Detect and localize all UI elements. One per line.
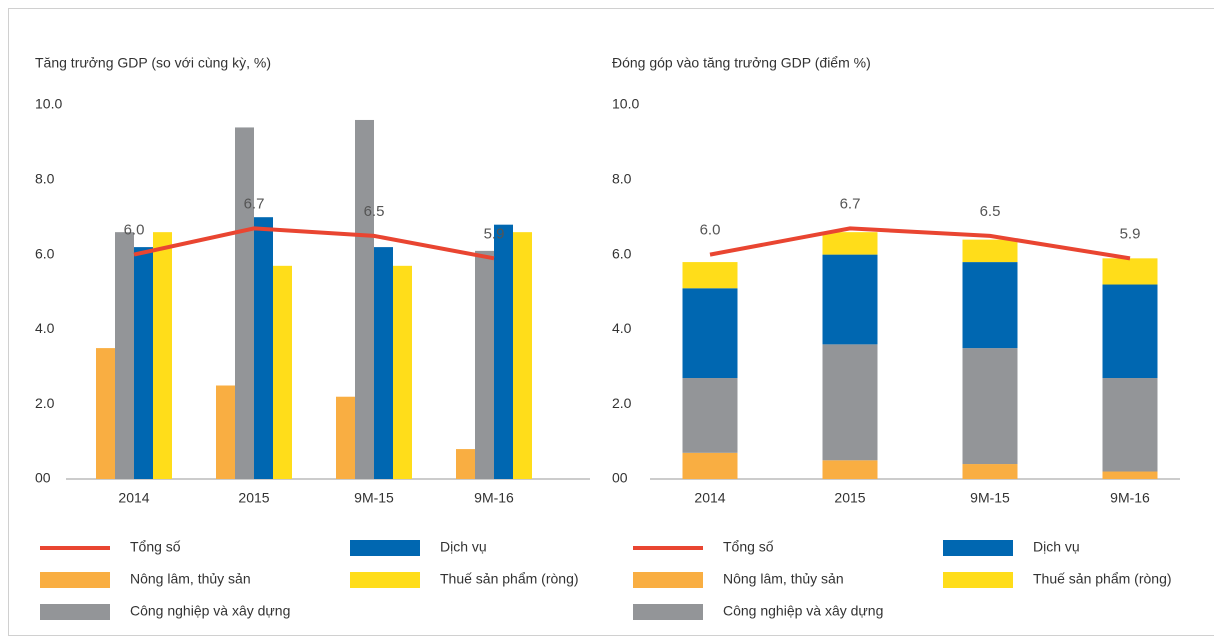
y-tick-label: 8.0 <box>612 171 632 187</box>
bar-segment <box>822 254 878 345</box>
y-tick-label: 6.0 <box>612 245 632 261</box>
legend-swatch <box>633 572 703 588</box>
bar <box>494 224 513 479</box>
legend-label: Tổng số <box>723 539 774 555</box>
bar-segment <box>682 288 738 379</box>
bar <box>153 232 172 479</box>
bar-segment <box>1102 284 1158 379</box>
bar <box>115 232 134 479</box>
bar-segment <box>822 232 878 255</box>
y-tick-label: 10.0 <box>35 96 62 112</box>
y-tick-label: 00 <box>612 470 628 486</box>
bar-segment <box>962 239 1018 263</box>
data-label: 6.7 <box>244 195 265 212</box>
x-tick-label: 2014 <box>694 490 725 506</box>
x-tick-label: 9M-15 <box>354 490 394 506</box>
data-label: 5.9 <box>1120 225 1141 242</box>
legend-label: Dịch vụ <box>1033 539 1080 555</box>
bar-segment <box>682 378 738 453</box>
legend-swatch <box>943 540 1013 556</box>
y-tick-label: 10.0 <box>612 96 639 112</box>
bar <box>393 265 412 479</box>
legend-label: Thuế sản phẩm (ròng) <box>1033 571 1172 587</box>
bar <box>273 265 292 479</box>
bar-segment <box>682 452 738 479</box>
y-tick-label: 2.0 <box>612 395 632 411</box>
bar-segment <box>682 262 738 289</box>
x-tick-label: 9M-16 <box>474 490 514 506</box>
legend-swatch <box>40 572 110 588</box>
legend-label: Công nghiệp và xây dựng <box>130 603 290 619</box>
bar-segment <box>962 262 1018 349</box>
bar <box>134 247 153 479</box>
x-tick-label: 2015 <box>834 490 865 506</box>
bar <box>355 119 374 480</box>
bar <box>96 348 115 479</box>
bar <box>513 232 532 479</box>
bar-segment <box>962 348 1018 465</box>
data-label: 6.0 <box>700 222 721 239</box>
bar-segment <box>822 344 878 461</box>
x-tick-label: 2015 <box>238 490 269 506</box>
y-tick-label: 2.0 <box>35 395 55 411</box>
y-tick-label: 4.0 <box>35 320 55 336</box>
legend-label: Nông lâm, thủy sản <box>130 571 251 587</box>
x-tick-label: 2014 <box>118 490 149 506</box>
legend-swatch <box>633 604 703 620</box>
legend-label: Dịch vụ <box>440 539 487 555</box>
bar-segment <box>962 464 1018 479</box>
total-line <box>133 226 495 261</box>
y-tick-label: 4.0 <box>612 320 632 336</box>
data-label: 6.5 <box>364 203 385 220</box>
bar <box>336 396 355 479</box>
bar-segment <box>822 460 878 479</box>
bar <box>456 449 475 479</box>
legend-swatch <box>943 572 1013 588</box>
data-label: 5.9 <box>484 225 505 242</box>
bar <box>216 385 235 479</box>
bar <box>235 127 254 479</box>
legend-label: Công nghiệp và xây dựng <box>723 603 883 619</box>
legend-label: Nông lâm, thủy sản <box>723 571 844 587</box>
total-line <box>709 226 1131 261</box>
legend-label: Tổng số <box>130 539 181 555</box>
bar <box>374 247 393 479</box>
legend-swatch <box>350 572 420 588</box>
x-tick-label: 9M-16 <box>1110 490 1150 506</box>
data-label: 6.5 <box>980 203 1001 220</box>
chart-title: Đóng góp vào tăng trưởng GDP (điểm %) <box>612 55 871 71</box>
data-label: 6.7 <box>840 195 861 212</box>
y-tick-label: 00 <box>35 470 51 486</box>
x-tick-label: 9M-15 <box>970 490 1010 506</box>
data-label: 6.0 <box>124 222 145 239</box>
y-tick-label: 8.0 <box>35 171 55 187</box>
bar-segment <box>1102 258 1158 285</box>
bar <box>254 217 273 479</box>
bar-segment <box>1102 378 1158 472</box>
y-tick-label: 6.0 <box>35 245 55 261</box>
legend-swatch <box>40 604 110 620</box>
chart-title: Tăng trưởng GDP (so với cùng kỳ, %) <box>35 55 271 71</box>
bar-segment <box>1102 471 1158 479</box>
frame <box>8 8 1214 636</box>
legend-label: Thuế sản phẩm (ròng) <box>440 571 579 587</box>
bar <box>475 250 494 479</box>
legend-swatch <box>350 540 420 556</box>
